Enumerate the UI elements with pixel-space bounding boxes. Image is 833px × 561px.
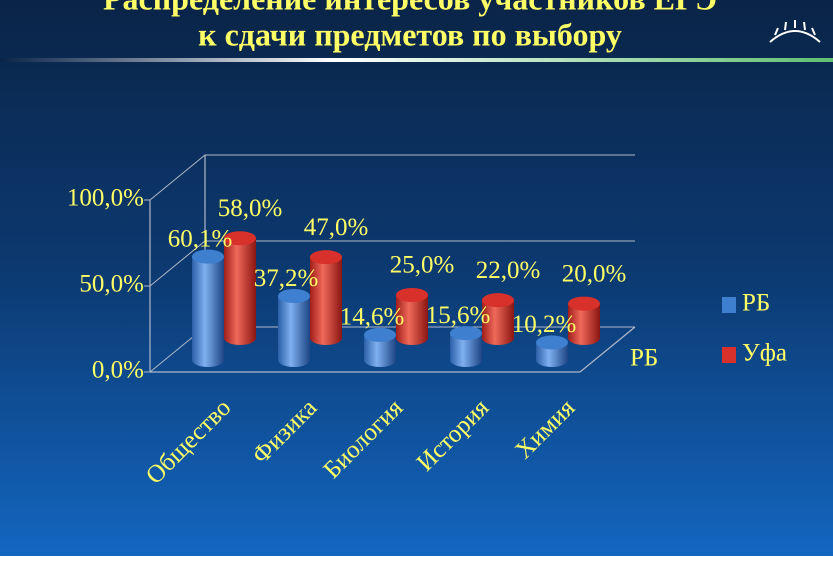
data-label: 20,0% [562,260,627,287]
cylinder-body [482,300,514,345]
data-label: 25,0% [390,252,455,279]
bar [450,326,482,367]
legend-label: Уфа [742,340,787,367]
cylinder-body [568,303,600,345]
data-label: 37,2% [254,265,319,292]
y-tick-label: 50,0% [79,271,144,298]
bar [536,335,568,367]
bar [396,288,428,345]
cylinder-top [278,289,310,304]
cylinder-body [536,342,568,367]
cylinder-body [310,257,342,345]
data-label: 60,1% [168,225,233,252]
cylinder-top [450,326,482,341]
data-label: 15,6% [426,302,491,329]
logo [769,20,821,43]
cylinder-body [364,334,396,367]
legend-swatch [722,347,736,363]
cylinder-body [192,256,224,367]
cylinder-body [224,238,256,345]
grid-line [149,154,635,201]
cylinder-top [482,293,514,308]
data-label: 58,0% [218,195,283,222]
bar [224,231,256,345]
bar [482,293,514,345]
bar [364,327,396,367]
bar [310,250,342,345]
cylinder-top [192,249,224,264]
legend-label: РБ [742,290,770,317]
cylinder-body [396,295,428,345]
y-tick-label: 0,0% [92,357,144,384]
legend-swatch [722,297,736,313]
y-tick-label: 100,0% [67,185,144,212]
cylinder-top [536,335,568,350]
data-label: 10,2% [512,311,577,338]
bar [568,296,600,345]
bar [278,289,310,367]
title-rule [0,58,833,62]
cylinder-top [310,250,342,265]
cylinder-top [568,296,600,311]
chart-title: Распределение интересов участников ЕГЭ [103,0,717,16]
grid-line [149,240,635,287]
data-label: 14,6% [340,304,405,331]
data-label: 22,0% [476,257,541,284]
cylinder-body [450,333,482,367]
cylinder-top [364,327,396,342]
cylinder-top [396,288,428,302]
chart-subtitle: к сдачи предметов по выбору [198,16,622,52]
data-label: 47,0% [304,214,369,241]
cylinder-body [278,296,310,367]
bar [192,249,224,367]
depth-axis-label: РБ [630,345,658,372]
cylinder-top [224,231,256,246]
